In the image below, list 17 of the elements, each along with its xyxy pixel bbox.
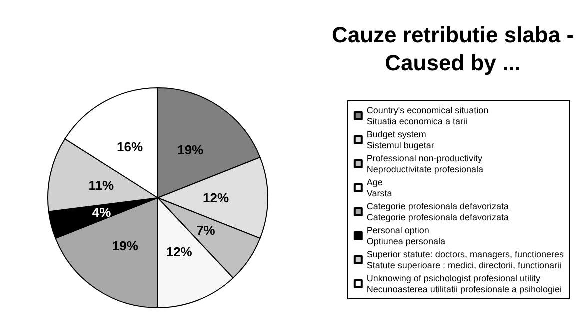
data-label: 19% — [178, 142, 204, 158]
legend-label: Superior statute: doctors, managers, functioneres Statute superioare : medici, directorii, functionarii — [366, 250, 564, 270]
legend-label: Age Varsta — [366, 178, 392, 198]
legend-label: Country's economical situation Situatia economica a tarii — [366, 106, 489, 126]
chart-title: Cauze retributie slaba - Caused by ... — [332, 22, 574, 76]
legend-label: Budget system Sistemul bugetar — [366, 130, 434, 150]
data-label: 12% — [202, 190, 230, 206]
legend-label: Professional non-productivity Neproductivitate profesionala — [366, 154, 484, 174]
data-label: 16% — [117, 140, 144, 155]
data-label: 19% — [112, 238, 139, 254]
data-label: 7% — [196, 223, 216, 238]
legend-label: Personal option Optiunea personala — [366, 226, 446, 246]
data-label: 4% — [92, 204, 112, 220]
data-label: 12% — [166, 244, 193, 260]
legend-label: Categorie profesionala defavorizata Categorie profesionala defavorizata — [366, 202, 509, 222]
data-label: 11% — [88, 178, 114, 193]
legend-label: Unknowing of psichologist profesional utility Necunoasterea utilitatii profesionale a psihologiei — [366, 274, 562, 294]
